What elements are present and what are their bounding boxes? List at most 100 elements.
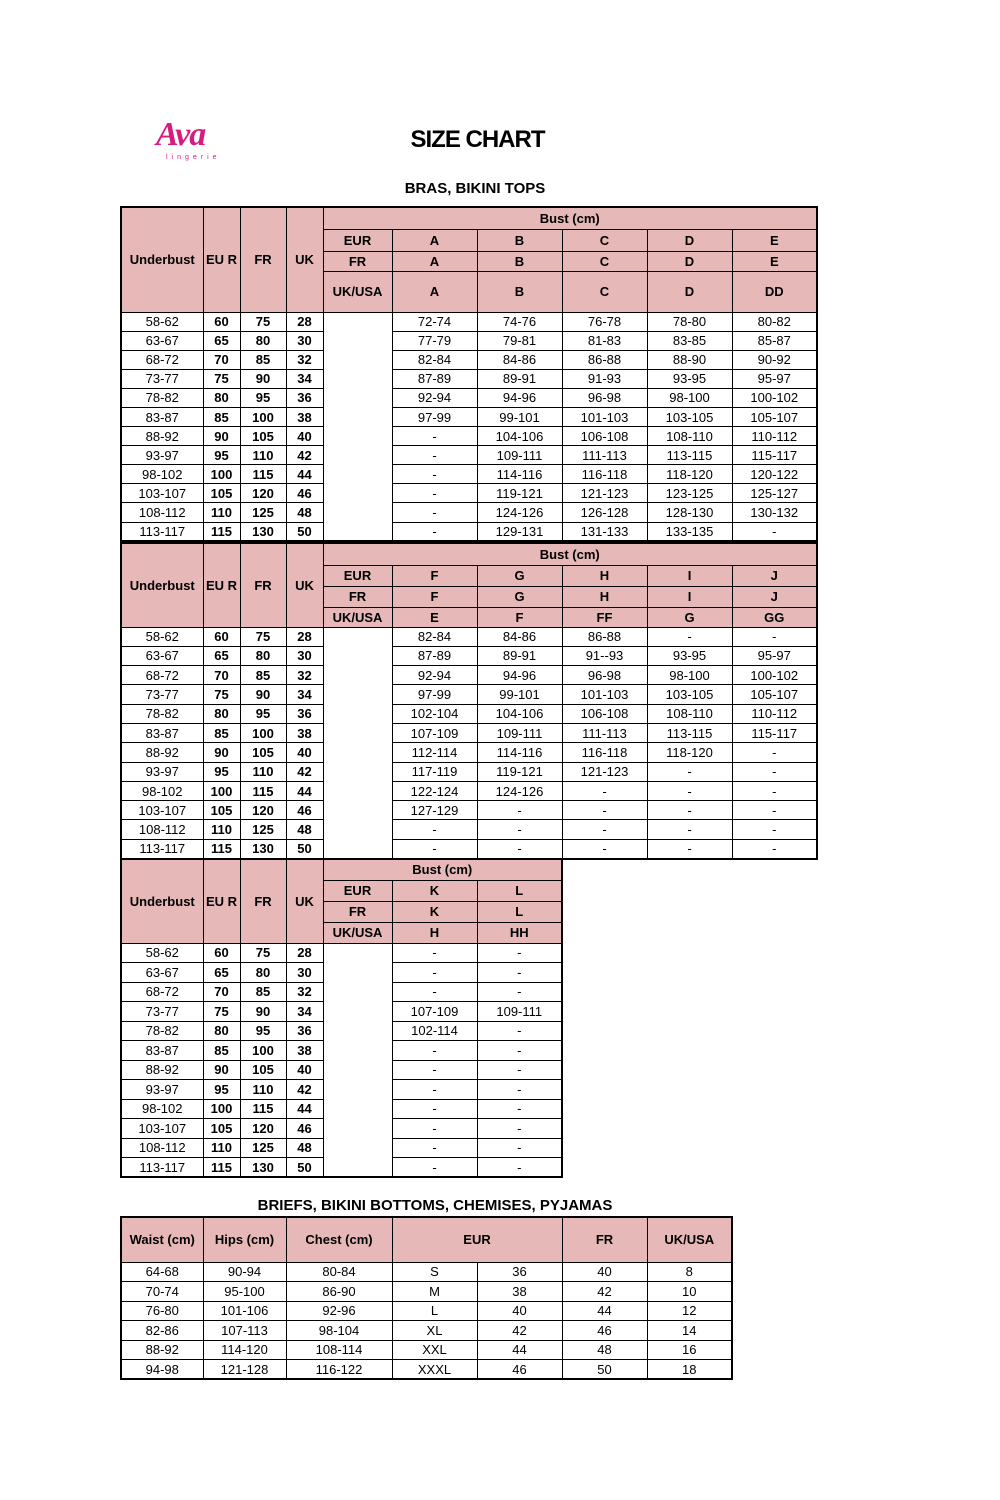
uk-band-cell: 30: [285, 330, 324, 351]
cup-size-header: D: [646, 228, 733, 252]
bust-range-cell: 105-107: [731, 684, 818, 705]
header-eur: EU R: [202, 858, 241, 944]
bust-range-cell: -: [391, 1118, 478, 1139]
bust-range-cell: 114-116: [476, 742, 563, 763]
eur-band-cell: 90: [202, 1059, 241, 1080]
eur-band-cell: 70: [202, 349, 241, 370]
table-row: 108-112 110 125 48 -124-126 126-128 128-130 130…: [120, 502, 818, 523]
cup-size-header: H: [391, 921, 478, 944]
uk-band-cell: 42: [285, 1079, 324, 1100]
hips-cell: 121-128: [202, 1359, 287, 1380]
uk-band-cell: 28: [285, 311, 324, 332]
table-row: 98-102 100 115 44 122-124 124-126- - -: [120, 780, 818, 802]
fr-band-cell: 105: [239, 742, 287, 763]
bust-range-cell: 106-108: [561, 426, 648, 447]
bust-range-cell: -: [731, 626, 818, 647]
uk-band-cell: 36: [285, 387, 324, 408]
fr-cell: 46: [561, 1320, 648, 1341]
bust-range-cell: 92-94: [391, 665, 478, 686]
underbust-cell: 78-82: [120, 387, 204, 408]
cup-size-header: A: [391, 250, 478, 272]
fr-band-cell: 110: [239, 1079, 287, 1100]
underbust-cell: 98-102: [120, 1098, 204, 1119]
fr-band-cell: 130: [239, 838, 287, 860]
uk-band-cell: 28: [285, 626, 324, 647]
bust-range-cell: 126-128: [561, 502, 648, 523]
bust-range-cell: 120-122: [731, 464, 818, 485]
header-bust-cm: Bust (cm): [322, 542, 818, 566]
eur-band-cell: 65: [202, 645, 241, 667]
underbust-cell: 108-112: [120, 502, 204, 523]
bust-range-cell: -: [561, 800, 648, 821]
fr-band-cell: 125: [239, 819, 287, 840]
eur-letter-cell: XXL: [391, 1339, 478, 1360]
cup-size-header: C: [561, 250, 648, 272]
bust-range-cell: 87-89: [391, 368, 478, 389]
bust-range-cell: -: [646, 838, 733, 860]
table-row: 88-92 114-120 108-114 XXL 44 48 16: [120, 1339, 733, 1360]
bust-range-cell: 104-106: [476, 703, 563, 724]
eur-letter-cell: XXXL: [391, 1359, 478, 1380]
header-hips-cm: Hips (cm): [202, 1216, 287, 1263]
bust-range-cell: 124-126: [476, 780, 563, 802]
eur-band-cell: 115: [202, 521, 241, 542]
cup-size-header: H: [561, 585, 648, 608]
header-uk: UK: [285, 858, 324, 944]
eur-letter-cell: M: [391, 1281, 478, 1302]
bust-range-cell: -: [731, 742, 818, 763]
eur-band-cell: 100: [202, 780, 241, 802]
eur-band-cell: 85: [202, 406, 241, 428]
bust-range-cell: 85-87: [731, 330, 818, 351]
bust-range-cell: 109-111: [476, 445, 563, 466]
chest-cell: 92-96: [285, 1300, 393, 1321]
bust-range-cell: 110-112: [731, 703, 818, 724]
underbust-cell: 103-107: [120, 483, 204, 504]
bust-range-cell: 107-109: [391, 722, 478, 744]
eur-number-cell: 36: [476, 1261, 563, 1282]
logo-subtext: lingerie: [166, 154, 221, 161]
header-underbust: Underbust: [120, 858, 204, 944]
cup-size-header: J: [731, 564, 818, 587]
cup-size-header: B: [476, 228, 563, 252]
uk-band-cell: 30: [285, 962, 324, 983]
bra-size-table-3: Underbust EU R FR UK Bust (cm) EUR K L FR K L UK/US…: [120, 858, 563, 1178]
bust-range-cell: 94-96: [476, 665, 563, 686]
table-row: 93-97 95 110 42 -109-111 111-113 113-115 115-11…: [120, 445, 818, 466]
uk-band-cell: 44: [285, 1098, 324, 1119]
table-row: 64-68 90-94 80-84 S 36 40 8: [120, 1261, 733, 1282]
underbust-cell: 103-107: [120, 1118, 204, 1139]
chest-cell: 86-90: [285, 1281, 393, 1302]
bust-range-cell: 86-88: [561, 349, 648, 370]
uk-band-cell: 36: [285, 1020, 324, 1041]
uk-band-cell: 36: [285, 703, 324, 724]
bust-range-cell: 104-106: [476, 426, 563, 447]
uk-band-cell: 40: [285, 426, 324, 447]
underbust-cell: 78-82: [120, 703, 204, 724]
bust-range-cell: 72-74: [391, 311, 478, 332]
uk-band-cell: 44: [285, 780, 324, 802]
uk-band-cell: 38: [285, 1040, 324, 1061]
fr-band-cell: 90: [239, 368, 287, 389]
table-row: 68-72 70 85 32 92-94 94-96 96-98 98-100 100-102: [120, 665, 818, 686]
brand-logo: Ava lingerie: [148, 110, 243, 165]
fr-band-cell: 110: [239, 761, 287, 782]
cup-size-header: K: [391, 879, 478, 902]
header-fr: FR: [239, 542, 287, 628]
bust-range-cell: 98-100: [646, 387, 733, 408]
bust-range-cell: 101-103: [561, 684, 648, 705]
eur-band-cell: 80: [202, 387, 241, 408]
fr-band-cell: 85: [239, 665, 287, 686]
eur-band-cell: 85: [202, 1040, 241, 1061]
bust-range-cell: -: [646, 800, 733, 821]
eur-number-cell: 38: [476, 1281, 563, 1302]
uk-band-cell: 40: [285, 742, 324, 763]
bust-range-cell: 114-116: [476, 464, 563, 485]
bust-range-cell: 91--93: [561, 645, 648, 667]
hips-cell: 90-94: [202, 1261, 287, 1282]
header-fr: FR: [561, 1216, 648, 1263]
bust-range-cell: 99-101: [476, 406, 563, 428]
fr-cell: 40: [561, 1261, 648, 1282]
bust-range-cell: 129-131: [476, 521, 563, 542]
underbust-cell: 98-102: [120, 780, 204, 802]
bust-range-cell: -: [731, 761, 818, 782]
